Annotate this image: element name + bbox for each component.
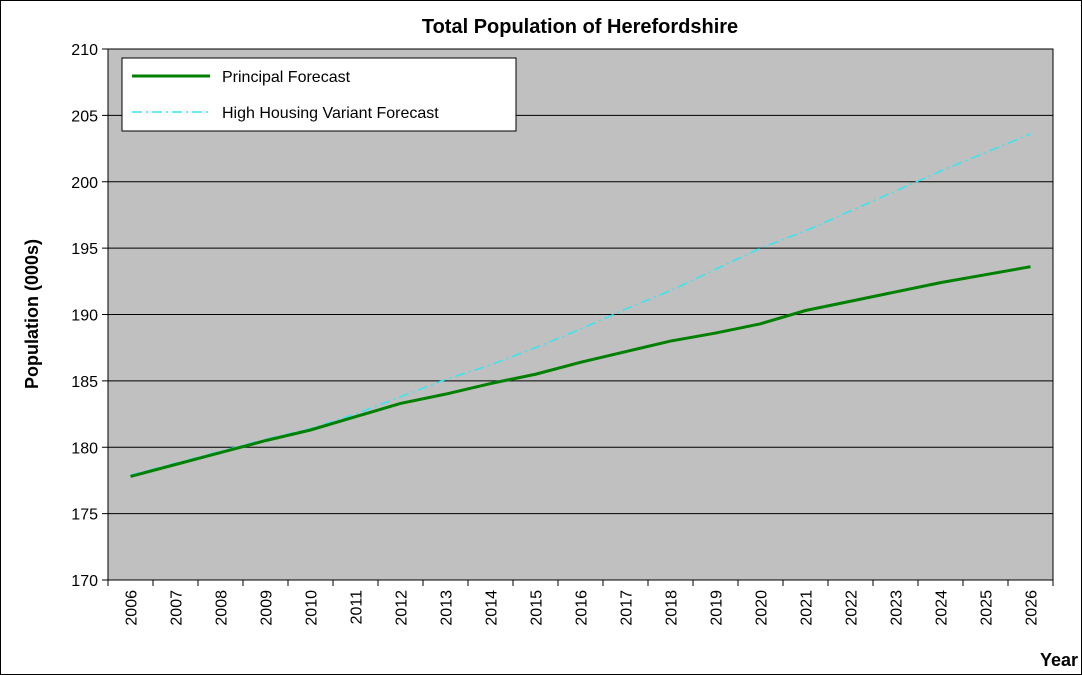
- y-tick-label: 200: [71, 175, 98, 192]
- x-tick-label: 2021: [799, 590, 816, 626]
- x-tick-label: 2011: [349, 590, 366, 625]
- y-tick-label: 210: [71, 42, 98, 59]
- chart-title: Total Population of Herefordshire: [422, 16, 738, 38]
- x-tick-label: 2022: [844, 590, 861, 626]
- y-tick-label: 185: [71, 374, 98, 391]
- x-tick-label: 2024: [934, 590, 951, 626]
- x-tick-label: 2018: [664, 590, 681, 626]
- series-line: [130, 265, 1031, 478]
- legend-label: High Housing Variant Forecast: [222, 105, 439, 122]
- x-tick-label: 2006: [124, 590, 141, 626]
- x-axis-label: Year: [1040, 650, 1078, 670]
- y-tick-label: 180: [71, 440, 98, 457]
- x-tick-label: 2025: [979, 590, 996, 626]
- x-tick-label: 2008: [214, 590, 231, 626]
- x-tick-label: 2014: [484, 590, 501, 626]
- x-tick-label: 2010: [304, 590, 321, 626]
- x-tick-label: 2013: [439, 590, 456, 626]
- legend-box: [121, 57, 517, 132]
- x-tick-label: 2020: [754, 590, 771, 626]
- x-tick-label: 2023: [889, 590, 906, 626]
- x-tick-label: 2007: [169, 590, 186, 626]
- x-tick-label: 2016: [574, 590, 591, 626]
- y-tick-label: 175: [71, 507, 98, 524]
- legend-label: Principal Forecast: [222, 69, 351, 86]
- x-tick-label: 2009: [259, 590, 276, 626]
- y-tick-label: 205: [71, 108, 98, 125]
- y-tick-label: 190: [71, 308, 98, 325]
- x-tick-label: 2026: [1024, 590, 1041, 626]
- x-tick-label: 2015: [529, 590, 546, 626]
- x-tick-label: 2019: [709, 590, 726, 626]
- y-tick-label: 195: [71, 241, 98, 258]
- legend: Principal Forecast High Housing Variant F…: [121, 57, 517, 132]
- y-axis-label: Population (000s): [22, 239, 42, 389]
- x-tick-label: 2017: [619, 590, 636, 626]
- y-tick-label: 170: [71, 573, 98, 590]
- x-tick-label: 2012: [394, 590, 411, 626]
